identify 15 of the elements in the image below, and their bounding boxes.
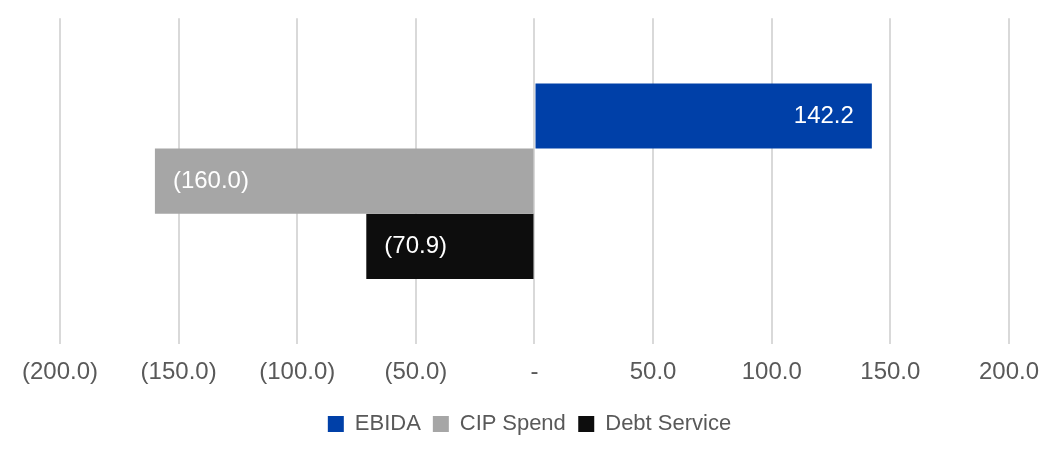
x-tick-label: (50.0) <box>384 357 448 385</box>
x-tick-label: (150.0) <box>140 357 217 385</box>
x-tick-label: 200.0 <box>978 357 1039 385</box>
legend-label: CIP Spend <box>459 410 566 436</box>
data-label: (70.9) <box>384 231 447 259</box>
x-tick-label: 50.0 <box>629 357 677 385</box>
x-tick-label: 150.0 <box>860 357 921 385</box>
legend-label: Debt Service <box>605 410 732 436</box>
x-tick-label: (200.0) <box>22 357 99 385</box>
legend-label: EBIDA <box>354 410 422 436</box>
x-tick-label: 100.0 <box>741 357 802 385</box>
data-label: (160.0) <box>172 165 249 193</box>
x-tick-label: (100.0) <box>259 357 336 385</box>
data-label: 142.2 <box>793 100 854 128</box>
x-tick-label: - <box>530 357 539 385</box>
